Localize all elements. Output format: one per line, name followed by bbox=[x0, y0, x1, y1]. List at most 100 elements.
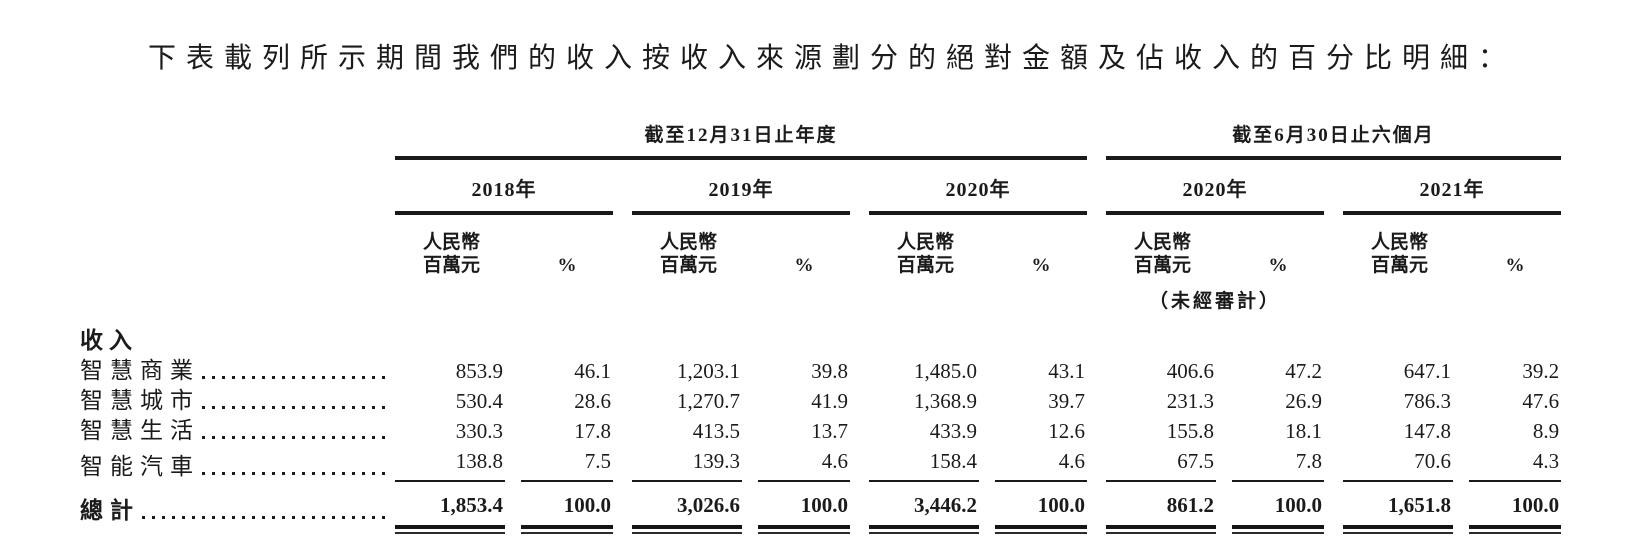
section-header-row: 收入 bbox=[80, 315, 1561, 355]
unit-header-rmb-millions: 人民幣 百萬元 bbox=[1371, 232, 1429, 277]
value-cell: 39.2 bbox=[1522, 359, 1560, 384]
unit-header-rmb-millions: 人民幣 百萬元 bbox=[897, 232, 955, 277]
value-cell: 13.7 bbox=[811, 419, 848, 444]
value-cell: 330.3 bbox=[455, 419, 503, 444]
value-cell: 1,368.9 bbox=[914, 389, 977, 414]
unaudited-note: （未經審計） bbox=[1148, 291, 1281, 313]
value-cell: 231.3 bbox=[1166, 389, 1214, 414]
total-value-cell: 3,446.2 bbox=[914, 493, 977, 518]
dot-leader bbox=[202, 376, 391, 380]
total-double-rule bbox=[1469, 525, 1562, 535]
unit-header-rmb-millions: 人民幣 百萬元 bbox=[1134, 232, 1192, 277]
year-header-row: 2018年 2019年 2020年 2020年 2021年 bbox=[80, 158, 1562, 215]
year-header-2019: 2019年 bbox=[632, 158, 850, 215]
dot-leader bbox=[142, 516, 391, 520]
table-row-smart-business: 智慧商業 853.9 46.1 1,203.1 39.8 1,485.0 43.… bbox=[80, 355, 1561, 385]
value-cell: 139.3 bbox=[632, 445, 742, 483]
value-cell: 853.9 bbox=[455, 359, 503, 384]
period-header-interim: 截至6月30日止六個月 bbox=[1106, 120, 1562, 160]
table-row-smart-auto: 智能汽車 138.8 7.5 139.3 4.6 158.4 4.6 67.5 … bbox=[80, 445, 1562, 483]
value-cell: 47.2 bbox=[1285, 359, 1322, 384]
total-double-rule bbox=[995, 525, 1087, 535]
value-cell: 41.9 bbox=[811, 389, 848, 414]
table-row-smart-city: 智慧城市 530.4 28.6 1,270.7 41.9 1,368.9 39.… bbox=[80, 385, 1561, 415]
value-cell: 28.6 bbox=[574, 389, 611, 414]
year-header-2018: 2018年 bbox=[395, 158, 613, 215]
total-row-label: 總計 bbox=[80, 498, 140, 524]
unit-header-rmb-millions: 人民幣 百萬元 bbox=[423, 232, 481, 277]
unit-header-percent: % bbox=[557, 255, 577, 277]
total-double-rule bbox=[869, 525, 979, 535]
value-cell: 8.9 bbox=[1532, 419, 1560, 444]
value-cell: 147.8 bbox=[1403, 419, 1451, 444]
unit-header-percent: % bbox=[1268, 255, 1288, 277]
year-header-2021-interim: 2021年 bbox=[1343, 158, 1562, 215]
row-label: 智能汽車 bbox=[80, 454, 200, 480]
unaudited-note-row: （未經審計） bbox=[80, 277, 1561, 315]
table-row-total: 總計 1,853.4 100.0 3,026.6 100.0 3,446.2 1… bbox=[80, 481, 1561, 525]
value-cell: 406.6 bbox=[1166, 359, 1214, 384]
table-row-smart-life: 智慧生活 330.3 17.8 413.5 13.7 433.9 12.6 15… bbox=[80, 415, 1561, 445]
value-cell: 18.1 bbox=[1285, 419, 1322, 444]
unit-header-percent: % bbox=[1505, 255, 1525, 277]
value-cell: 155.8 bbox=[1166, 419, 1214, 444]
value-cell: 12.6 bbox=[1048, 419, 1085, 444]
value-cell: 46.1 bbox=[574, 359, 611, 384]
value-cell: 39.8 bbox=[811, 359, 848, 384]
total-value-cell: 1,853.4 bbox=[440, 493, 503, 518]
total-double-rule bbox=[1232, 525, 1324, 535]
value-cell: 158.4 bbox=[869, 445, 979, 483]
value-cell: 786.3 bbox=[1403, 389, 1451, 414]
total-value-cell: 100.0 bbox=[1511, 493, 1560, 518]
unit-header-rmb-millions: 人民幣 百萬元 bbox=[660, 232, 718, 277]
value-cell: 530.4 bbox=[455, 389, 503, 414]
intro-paragraph: 下表載列所示期間我們的收入按收入來源劃分的絕對金額及佔收入的百分比明細： bbox=[148, 43, 1517, 74]
value-cell: 7.5 bbox=[521, 445, 613, 483]
period-header-row: 截至12月31日止年度 截至6月30日止六個月 bbox=[80, 120, 1562, 160]
total-double-rule bbox=[1343, 525, 1453, 535]
value-cell: 39.7 bbox=[1048, 389, 1085, 414]
value-cell: 4.6 bbox=[758, 445, 850, 483]
total-double-rule bbox=[758, 525, 850, 535]
value-cell: 413.5 bbox=[692, 419, 740, 444]
value-cell: 7.8 bbox=[1232, 445, 1324, 483]
period-header-annual: 截至12月31日止年度 bbox=[395, 120, 1087, 160]
total-value-cell: 100.0 bbox=[1274, 493, 1322, 518]
unit-header-percent: % bbox=[1031, 255, 1051, 277]
unit-header-percent: % bbox=[794, 255, 814, 277]
dot-leader bbox=[202, 406, 391, 410]
value-cell: 43.1 bbox=[1048, 359, 1085, 384]
row-label: 智慧生活 bbox=[80, 418, 200, 444]
total-value-cell: 100.0 bbox=[563, 493, 611, 518]
value-cell: 1,270.7 bbox=[677, 389, 740, 414]
total-value-cell: 1,651.8 bbox=[1388, 493, 1451, 518]
value-cell: 1,203.1 bbox=[677, 359, 740, 384]
total-double-rule bbox=[395, 525, 505, 535]
total-value-cell: 100.0 bbox=[1037, 493, 1085, 518]
value-cell: 138.8 bbox=[395, 445, 505, 483]
year-header-2020: 2020年 bbox=[869, 158, 1087, 215]
value-cell: 26.9 bbox=[1285, 389, 1322, 414]
total-double-rule bbox=[632, 525, 742, 535]
section-header-revenue: 收入 bbox=[80, 328, 138, 354]
total-value-cell: 3,026.6 bbox=[677, 493, 740, 518]
year-header-2020-interim: 2020年 bbox=[1106, 158, 1324, 215]
row-label: 智慧城市 bbox=[80, 388, 200, 414]
value-cell: 70.6 bbox=[1343, 445, 1453, 483]
row-label: 智慧商業 bbox=[80, 358, 200, 384]
revenue-breakdown-table: 截至12月31日止年度 截至6月30日止六個月 2018年 2019年 2020… bbox=[80, 120, 1562, 535]
total-double-rule bbox=[521, 525, 613, 535]
value-cell: 4.3 bbox=[1469, 445, 1562, 483]
total-value-cell: 861.2 bbox=[1166, 493, 1214, 518]
dot-leader bbox=[202, 436, 391, 440]
value-cell: 433.9 bbox=[929, 419, 977, 444]
total-double-rule bbox=[1106, 525, 1216, 535]
value-cell: 4.6 bbox=[995, 445, 1087, 483]
total-value-cell: 100.0 bbox=[800, 493, 848, 518]
value-cell: 647.1 bbox=[1403, 359, 1451, 384]
value-cell: 17.8 bbox=[574, 419, 611, 444]
value-cell: 1,485.0 bbox=[914, 359, 977, 384]
unit-header-row: 人民幣 百萬元 % 人民幣 百萬元 % 人民幣 百萬元 % 人民幣 百萬元 % 人民幣百… bbox=[80, 213, 1561, 277]
value-cell: 47.6 bbox=[1522, 389, 1560, 414]
